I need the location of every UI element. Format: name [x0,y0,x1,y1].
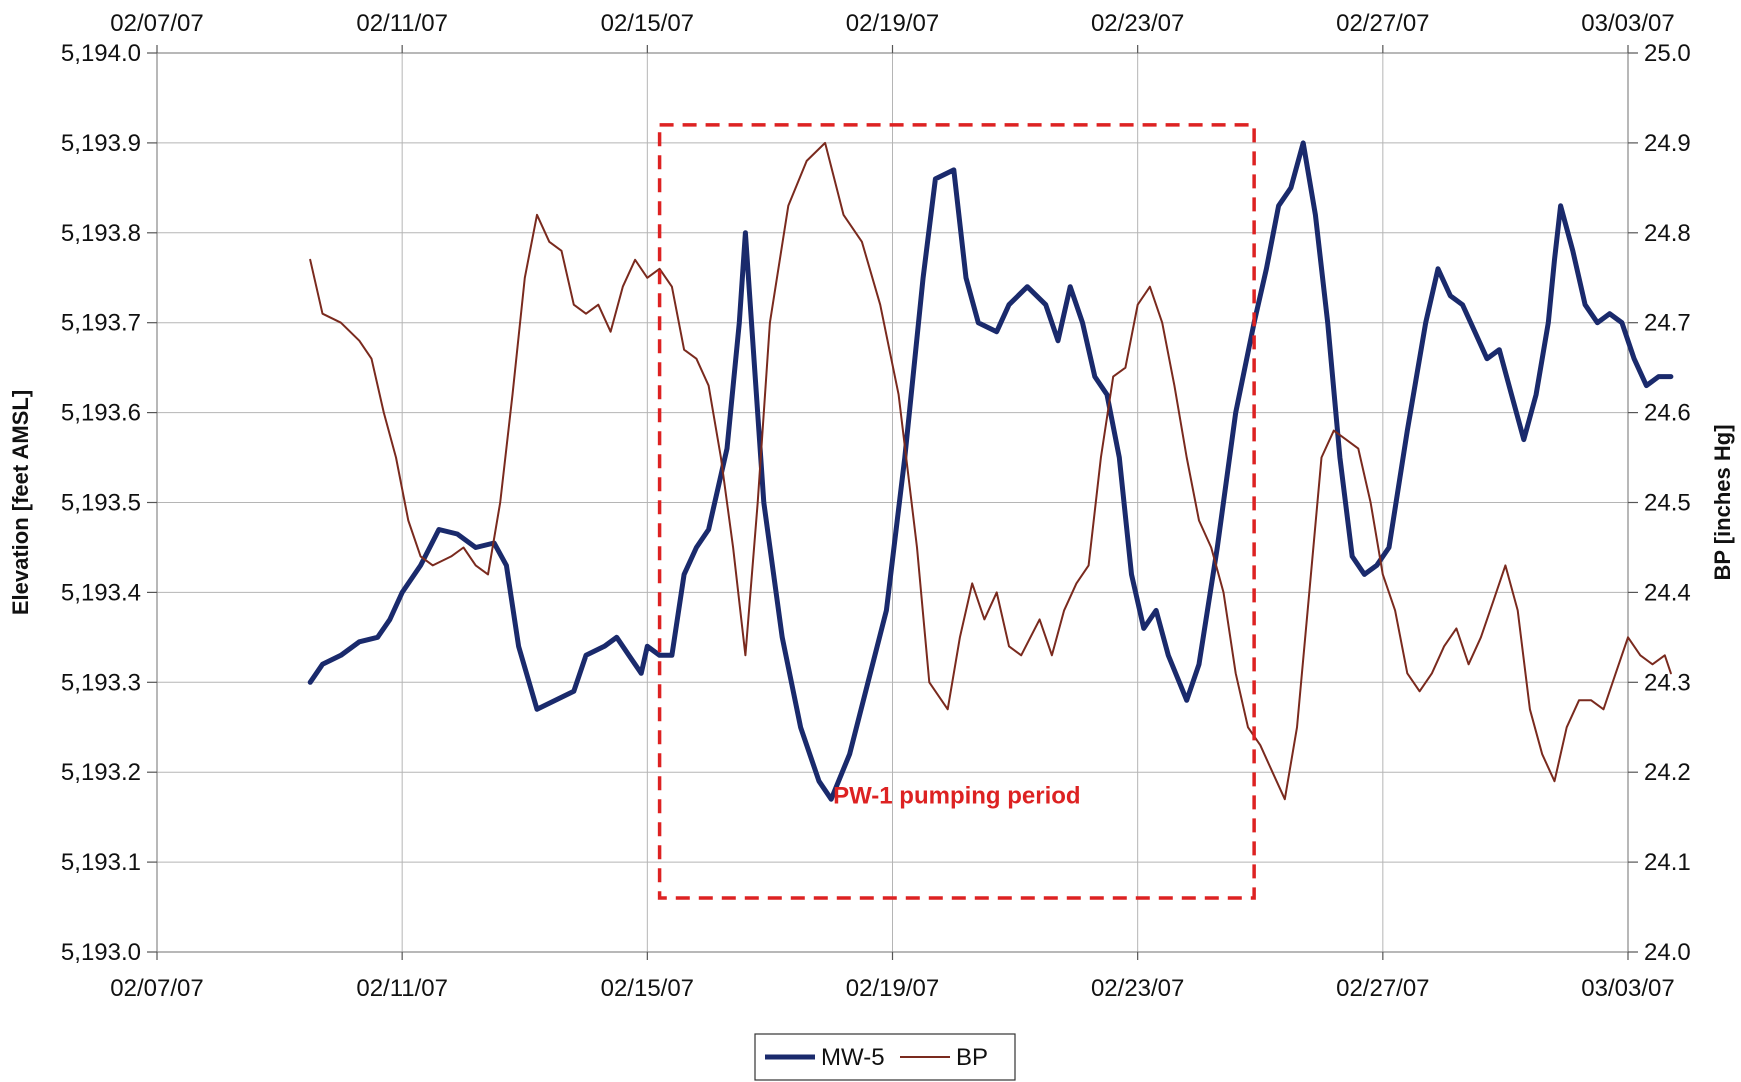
y-right-tick-label: 25.0 [1644,40,1691,67]
y-axis-left-title: Elevation [feet AMSL] [8,390,33,615]
series-line-bp [309,141,1672,801]
series-lines [307,140,1674,802]
y-left-tick-label: 5,193.2 [61,759,141,786]
x-bottom-tick-label: 02/15/07 [601,975,694,1002]
y-left-tick-label: 5,193.3 [61,669,141,696]
pumping-period-label: PW-1 pumping period [833,783,1081,810]
legend-label-mw-5: MW-5 [821,1044,885,1071]
x-bottom-tick-label: 03/03/07 [1581,975,1674,1002]
y-right-tick-label: 24.8 [1644,220,1691,247]
y-right-tick-label: 24.6 [1644,400,1691,427]
x-bottom-tick-label: 02/07/07 [110,975,203,1002]
x-top-tick-label: 02/23/07 [1091,10,1184,37]
y-right-tick-label: 24.5 [1644,490,1691,517]
annotations: PW-1 pumping period [657,123,1256,900]
y-left-tick-label: 5,193.0 [61,939,141,966]
x-top-tick-label: 02/19/07 [846,10,939,37]
x-bottom-tick-label: 02/19/07 [846,975,939,1002]
series-line-mw-5 [307,140,1674,802]
gridlines [157,53,1628,952]
y-right-tick-label: 24.1 [1644,849,1691,876]
x-top-tick-label: 03/03/07 [1581,10,1674,37]
legend-label-bp: BP [956,1044,988,1071]
y-left-tick-label: 5,193.5 [61,490,141,517]
y-left-tick-label: 5,193.9 [61,130,141,157]
y-left-tick-label: 5,193.6 [61,400,141,427]
y-left-tick-label: 5,194.0 [61,40,141,67]
y-left-tick-label: 5,193.8 [61,220,141,247]
x-top-tick-label: 02/15/07 [601,10,694,37]
y-left-tick-label: 5,193.1 [61,849,141,876]
x-top-tick-label: 02/07/07 [110,10,203,37]
y-right-tick-label: 24.9 [1644,130,1691,157]
y-axis-right-title: BP [inches Hg] [1710,424,1735,580]
x-top-tick-label: 02/11/07 [356,10,448,37]
y-left-tick-label: 5,193.7 [61,310,141,337]
y-right-tick-label: 24.4 [1644,579,1691,606]
axes: 5,193.0 24.0 5,193.1 24.1 5,193.2 24.2 5,193.3… [61,10,1691,1002]
x-bottom-tick-label: 02/27/07 [1336,975,1429,1002]
x-top-tick-label: 02/27/07 [1336,10,1429,37]
y-right-tick-label: 24.3 [1644,669,1691,696]
pumping-period-box [657,123,1256,900]
x-bottom-tick-label: 02/11/07 [356,975,448,1002]
x-bottom-tick-label: 02/23/07 [1091,975,1184,1002]
y-right-tick-label: 24.0 [1644,939,1691,966]
y-right-tick-label: 24.2 [1644,759,1691,786]
legend: MW-5 BP [754,1033,1016,1081]
y-left-tick-label: 5,193.4 [61,579,141,606]
y-right-tick-label: 24.7 [1644,310,1691,337]
